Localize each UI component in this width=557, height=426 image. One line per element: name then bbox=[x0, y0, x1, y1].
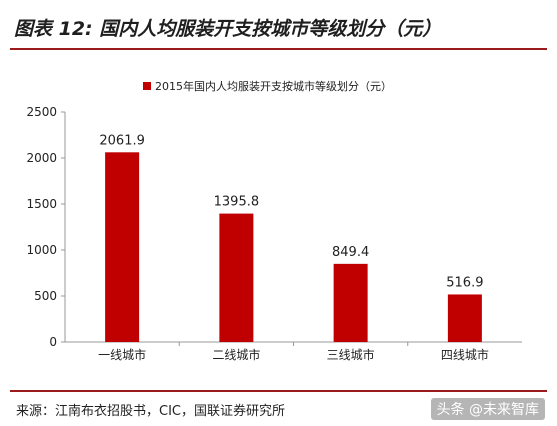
bar-data-label: 1395.8 bbox=[214, 195, 260, 210]
bar bbox=[219, 213, 254, 342]
bar bbox=[447, 294, 482, 342]
bar-data-label: 849.4 bbox=[332, 245, 369, 260]
x-tick-label: 二线城市 bbox=[212, 347, 260, 362]
x-tick-label: 三线城市 bbox=[327, 347, 375, 362]
bar bbox=[105, 152, 140, 342]
y-tick-label: 1500 bbox=[26, 197, 57, 211]
bar-data-label: 2061.9 bbox=[99, 133, 145, 148]
bar-data-label: 516.9 bbox=[446, 275, 483, 290]
bottom-divider bbox=[10, 390, 547, 392]
y-tick-label: 0 bbox=[49, 335, 57, 349]
y-tick-label: 500 bbox=[34, 289, 57, 303]
y-tick-label: 2000 bbox=[26, 151, 57, 165]
figure-title: 图表 12: 国内人均服装开支按城市等级划分（元） bbox=[14, 18, 442, 40]
y-tick-label: 1000 bbox=[26, 243, 57, 257]
x-tick-label: 一线城市 bbox=[98, 347, 146, 362]
y-tick-label: 2500 bbox=[26, 105, 57, 119]
source-note: 来源：江南布衣招股书，CIC，国联证券研究所 bbox=[16, 404, 285, 419]
bar-chart: 2015年国内人均服装开支按城市等级划分（元） 0 500 1000 1500 2000 2… bbox=[26, 79, 522, 362]
x-tick-label: 四线城市 bbox=[441, 347, 489, 362]
legend-label: 2015年国内人均服装开支按城市等级划分（元） bbox=[155, 79, 392, 93]
bar bbox=[333, 263, 368, 342]
legend-swatch bbox=[143, 82, 151, 90]
watermark: 头条 @未来智库 bbox=[430, 398, 545, 420]
top-divider bbox=[10, 48, 547, 50]
